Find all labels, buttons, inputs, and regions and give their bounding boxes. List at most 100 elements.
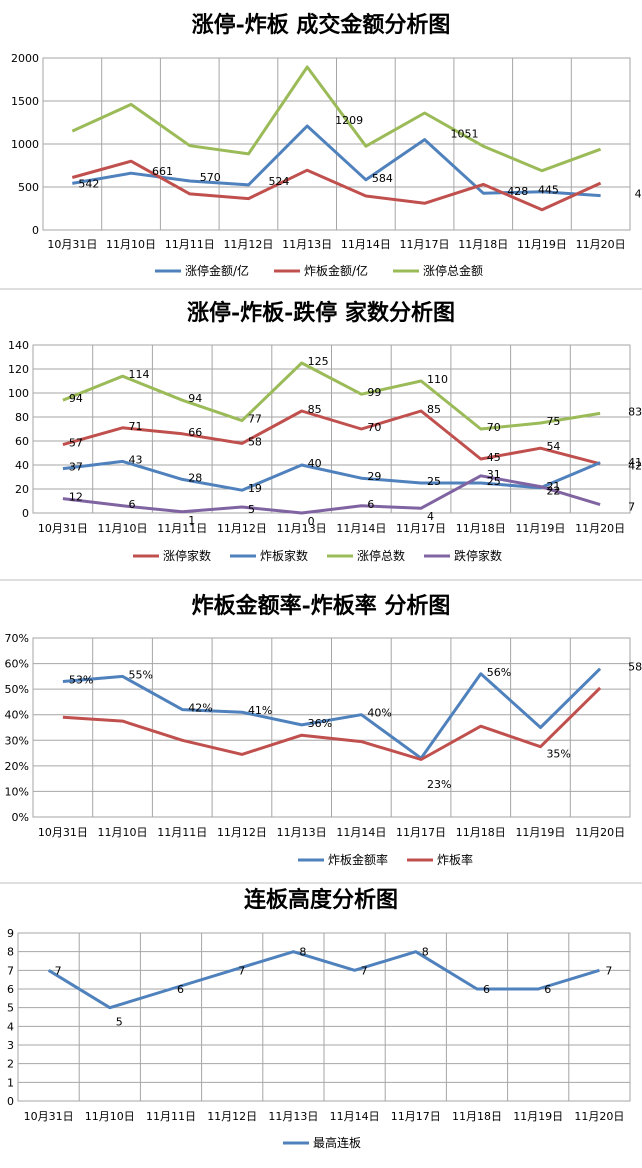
y-tick-label: 140 [8, 339, 29, 352]
x-tick-label: 11月11日 [165, 238, 215, 251]
x-tick-label: 11月17日 [400, 238, 450, 251]
series-line [71, 159, 602, 212]
x-tick-label: 10月31日 [38, 826, 88, 839]
data-label: 570 [200, 171, 221, 184]
legend-entry: 涨停总金额 [423, 263, 483, 278]
x-tick-label: 11月19日 [517, 238, 567, 251]
data-label: 6 [129, 498, 136, 511]
data-label: 85 [427, 403, 441, 416]
legend-entry: 炸板金额/亿 [304, 263, 368, 278]
x-tick-label: 11月18日 [458, 238, 508, 251]
data-label: 25 [487, 475, 501, 488]
x-tick-label: 11月10日 [85, 1110, 135, 1123]
y-tick-label: 0 [22, 507, 29, 520]
legend-entry: 跌停家数 [454, 548, 502, 563]
y-tick-label: 70% [5, 632, 29, 645]
x-tick-label: 11月11日 [157, 522, 207, 535]
x-tick-label: 11月10日 [98, 826, 148, 839]
data-label: 66 [188, 426, 202, 439]
chart-title: 炸板金额率-炸板率 分析图 [192, 593, 451, 619]
x-tick-label: 11月17日 [396, 522, 446, 535]
x-tick-label: 11月20日 [575, 522, 625, 535]
x-tick-label: 11月11日 [146, 1110, 196, 1123]
chart-title: 涨停-炸板 成交金额分析图 [192, 12, 451, 38]
data-label: 58% [628, 661, 642, 674]
data-label: 584 [372, 172, 393, 185]
data-label: 36% [308, 717, 332, 730]
x-tick-label: 11月14日 [341, 238, 391, 251]
y-tick-label: 20 [15, 483, 29, 496]
y-tick-label: 10% [5, 785, 29, 798]
data-label: 1209 [335, 114, 363, 127]
data-label: 110 [427, 373, 448, 386]
x-tick-label: 11月20日 [574, 1110, 624, 1123]
y-tick-label: 60% [5, 658, 29, 671]
data-label: 83 [628, 405, 642, 418]
data-label: 71 [129, 420, 143, 433]
legend-entry: 涨停金额/亿 [185, 263, 249, 278]
x-tick-label: 11月14日 [330, 1110, 380, 1123]
y-tick-label: 0% [12, 811, 29, 824]
data-label: 23% [427, 778, 451, 791]
data-label: 542 [78, 177, 99, 190]
x-tick-label: 11月20日 [576, 238, 626, 251]
data-label: 12 [69, 491, 83, 504]
y-tick-label: 6 [7, 983, 14, 996]
x-tick-label: 11月10日 [98, 522, 148, 535]
y-tick-label: 3 [7, 1039, 14, 1052]
data-label: 53% [69, 673, 93, 686]
data-label: 45 [487, 451, 501, 464]
y-tick-label: 4 [7, 1020, 14, 1033]
data-label: 7 [605, 964, 612, 977]
y-tick-label: 20% [5, 760, 29, 773]
y-tick-label: 0 [32, 224, 39, 237]
series-line [71, 65, 602, 173]
data-label: 22 [546, 485, 560, 498]
plot-area [17, 932, 631, 1102]
series-line [62, 474, 601, 515]
series-line [62, 409, 601, 466]
x-tick-label: 11月19日 [513, 1110, 563, 1123]
x-tick-label: 11月12日 [207, 1110, 257, 1123]
data-label: 19 [248, 482, 262, 495]
x-tick-label: 11月11日 [157, 826, 207, 839]
data-label: 4 [427, 510, 434, 523]
plot-area [32, 344, 631, 514]
data-label: 8 [299, 946, 306, 959]
y-tick-label: 8 [7, 946, 14, 959]
y-tick-label: 120 [8, 363, 29, 376]
y-tick-label: 5 [7, 1002, 14, 1015]
y-tick-label: 500 [18, 181, 39, 194]
data-label: 55% [129, 668, 153, 681]
y-tick-label: 2 [7, 1058, 14, 1071]
plot-area [42, 57, 631, 231]
x-tick-label: 11月18日 [456, 826, 506, 839]
x-tick-label: 11月12日 [217, 522, 267, 535]
data-label: 58 [248, 435, 262, 448]
data-label: 43 [129, 453, 143, 466]
data-label: 40 [308, 457, 322, 470]
data-label: 125 [308, 355, 329, 368]
y-tick-label: 40 [15, 459, 29, 472]
data-label: 7 [361, 964, 368, 977]
data-label: 5 [116, 1016, 123, 1029]
data-label: 42 [628, 460, 642, 473]
legend-entry: 炸板率 [437, 852, 473, 867]
data-label: 7 [238, 964, 245, 977]
data-label: 5 [248, 503, 255, 516]
y-tick-label: 1500 [11, 95, 39, 108]
data-label: 445 [538, 184, 559, 197]
data-label: 0 [308, 515, 315, 528]
legend-entry: 炸板家数 [260, 548, 308, 563]
data-label: 1051 [451, 128, 479, 141]
x-tick-label: 11月19日 [515, 826, 565, 839]
data-label: 428 [507, 185, 528, 198]
data-label: 28 [188, 471, 202, 484]
data-label: 35% [546, 748, 570, 761]
legend-entry: 炸板金额率 [328, 852, 388, 867]
y-tick-label: 7 [7, 964, 14, 977]
x-tick-label: 11月13日 [277, 826, 327, 839]
x-tick-label: 11月10日 [106, 238, 156, 251]
data-label: 40% [367, 707, 391, 720]
legend-entry: 涨停家数 [163, 548, 211, 563]
